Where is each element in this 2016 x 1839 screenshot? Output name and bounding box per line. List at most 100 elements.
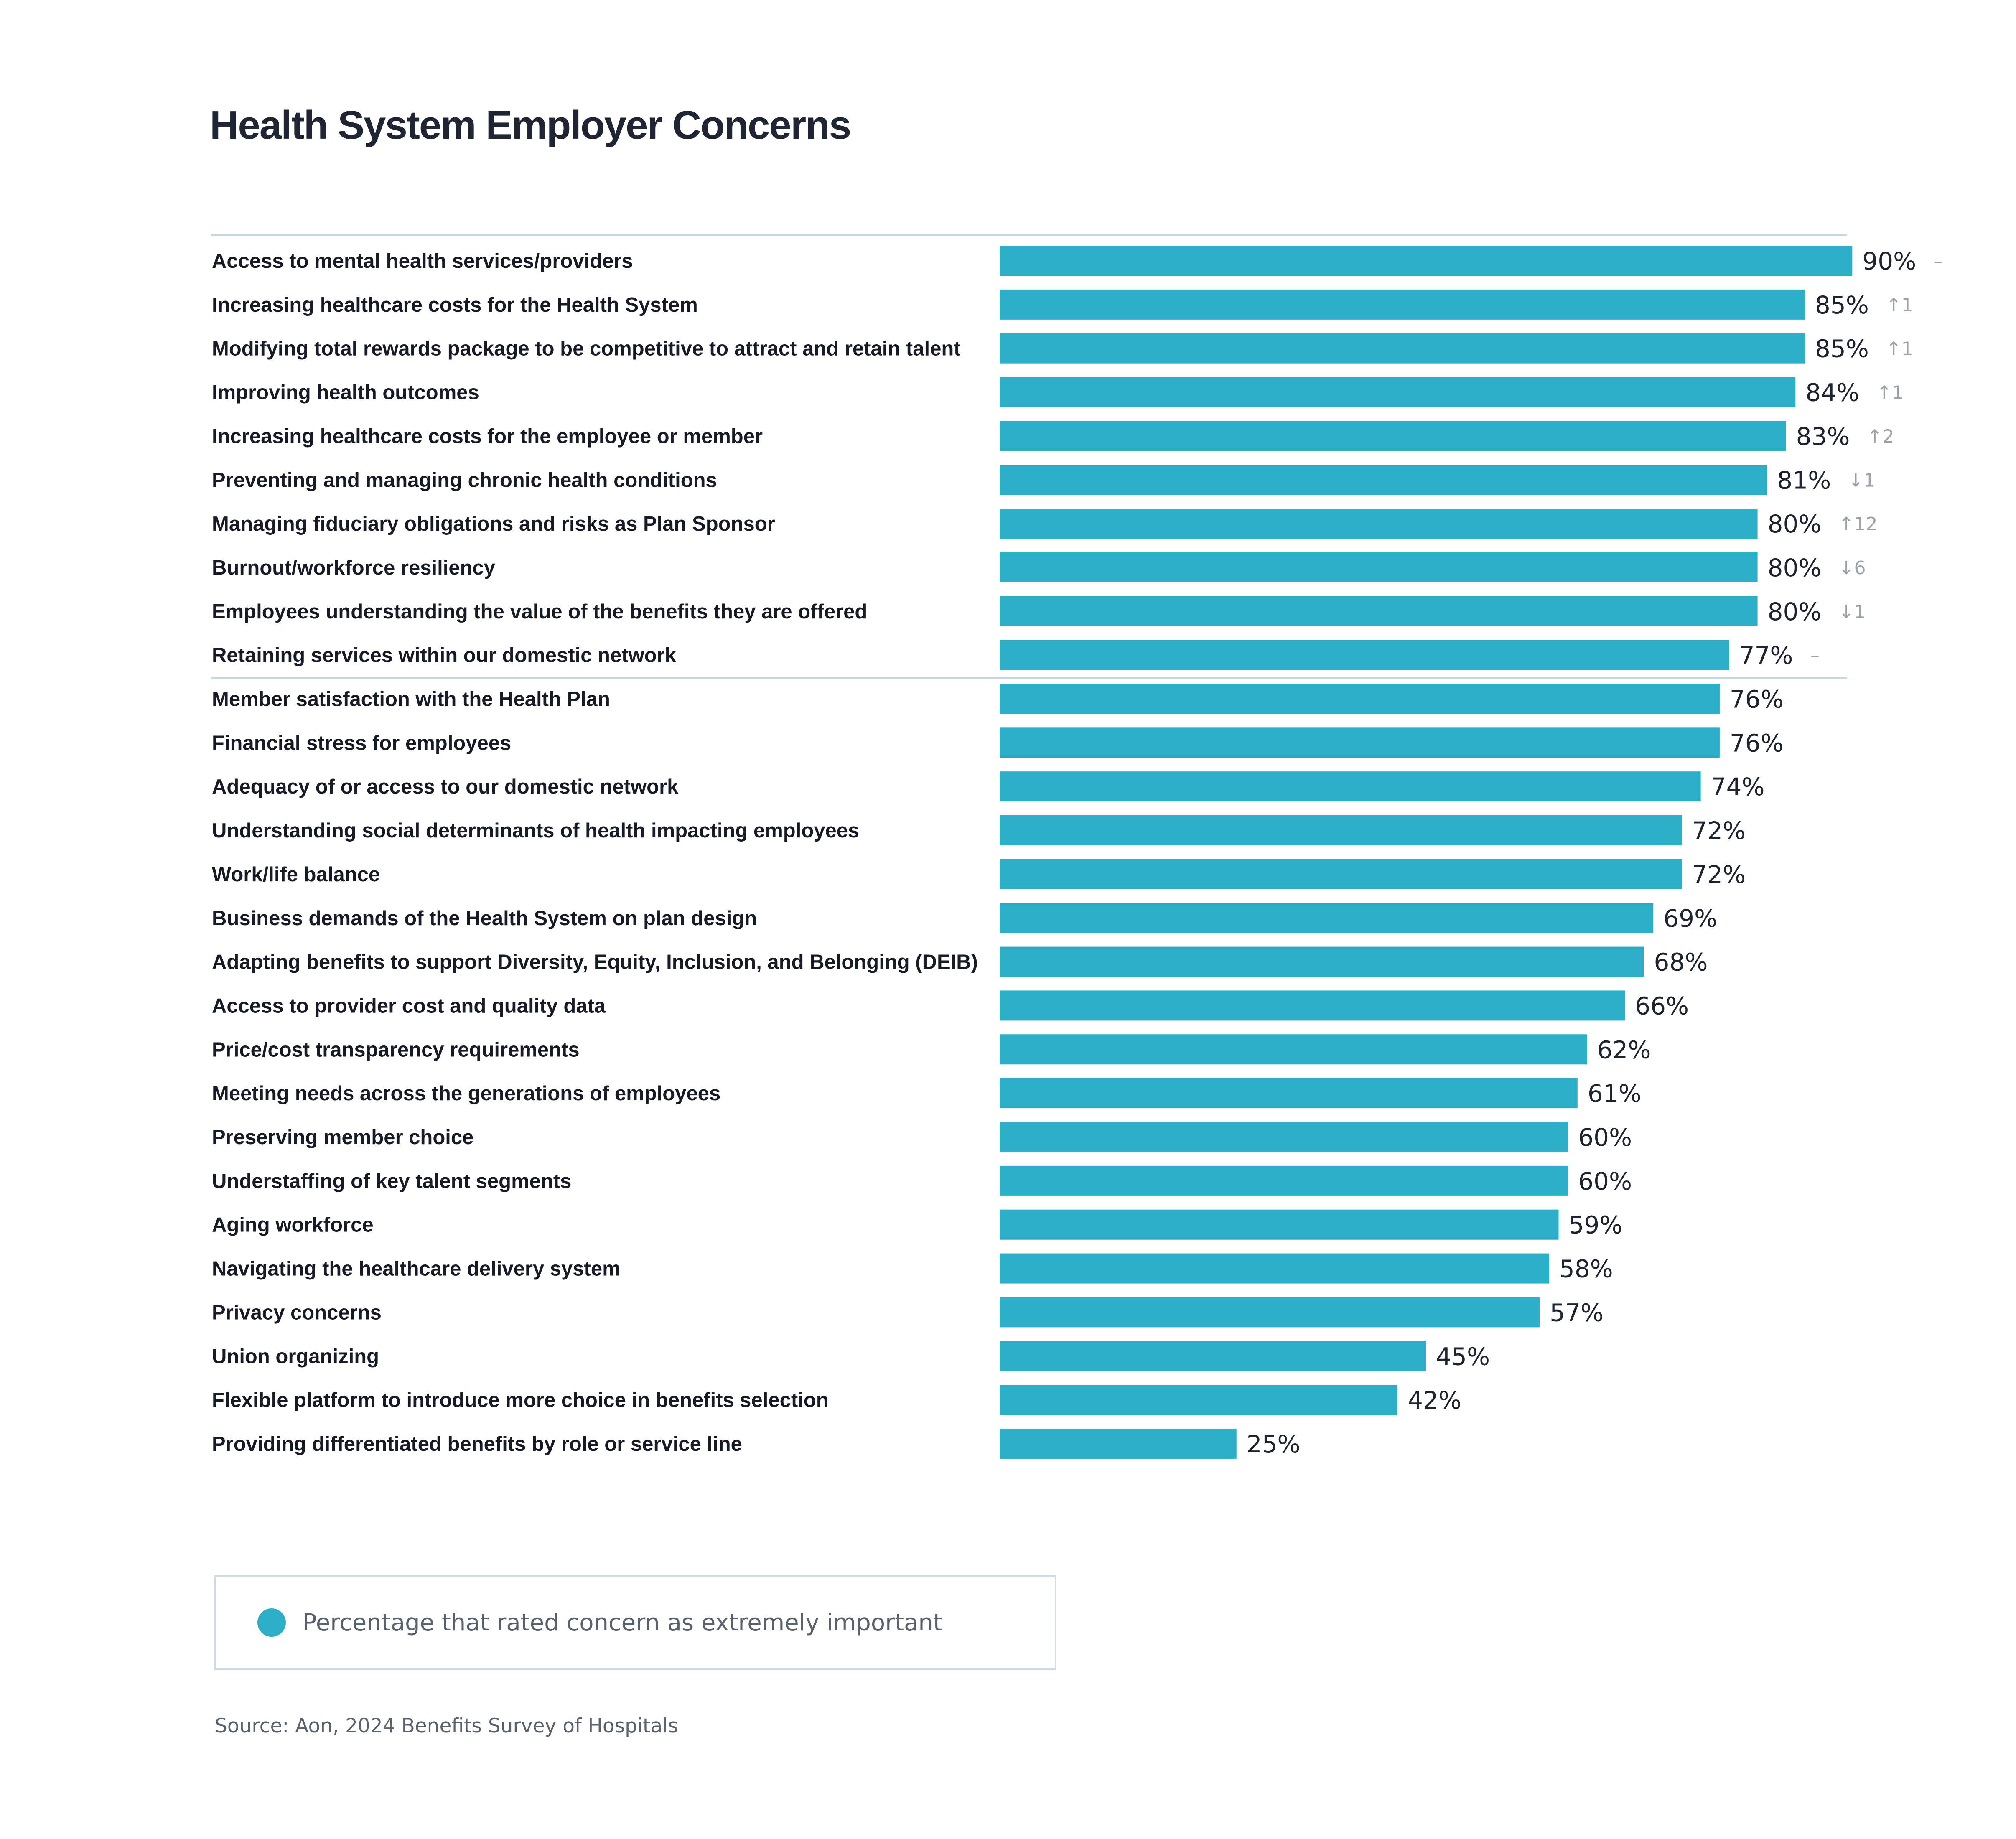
category-label: Navigating the healthcare delivery syste… xyxy=(212,1258,621,1280)
legend-swatch xyxy=(257,1608,286,1637)
value-label: 85% xyxy=(1815,291,1869,319)
category-label: Union organizing xyxy=(212,1345,379,1368)
category-label: Business demands of the Health System on… xyxy=(212,907,757,930)
bar xyxy=(1000,684,1720,714)
value-label: 77% xyxy=(1739,641,1793,670)
category-label: Flexible platform to introduce more choi… xyxy=(212,1389,829,1412)
category-label: Privacy concerns xyxy=(212,1301,382,1324)
category-label: Increasing healthcare costs for the Heal… xyxy=(212,294,698,316)
value-label: 74% xyxy=(1711,773,1765,801)
category-label: Retaining services within our domestic n… xyxy=(212,644,677,667)
category-label: Employees understanding the value of the… xyxy=(212,600,867,623)
value-label: 25% xyxy=(1247,1430,1301,1458)
rank-change-label: ↑2 xyxy=(1867,426,1894,447)
value-label: 85% xyxy=(1815,335,1869,363)
bar xyxy=(1000,771,1701,802)
value-label: 58% xyxy=(1559,1255,1613,1283)
bar xyxy=(1000,552,1758,582)
rank-change-label: ↑1 xyxy=(1876,382,1904,404)
bar xyxy=(1000,1078,1578,1109)
bar xyxy=(1000,421,1786,451)
bar xyxy=(1000,859,1682,889)
value-label: 45% xyxy=(1436,1342,1490,1371)
bar xyxy=(1000,1253,1549,1284)
bar xyxy=(1000,640,1729,670)
bar xyxy=(1000,465,1767,495)
value-label: 59% xyxy=(1569,1211,1623,1239)
rank-change-label: ↑1 xyxy=(1886,295,1913,316)
bar xyxy=(1000,1385,1398,1415)
category-label: Access to provider cost and quality data xyxy=(212,995,606,1017)
rank-change-label: ↓6 xyxy=(1839,557,1866,579)
bar xyxy=(1000,1341,1426,1371)
value-label: 69% xyxy=(1663,904,1717,933)
bar xyxy=(1000,377,1796,407)
category-label: Understanding social determinants of hea… xyxy=(212,819,859,842)
bar xyxy=(1000,946,1644,977)
category-label: Managing fiduciary obligations and risks… xyxy=(212,513,775,535)
bar xyxy=(1000,990,1625,1021)
chart-rows: Access to mental health services/provide… xyxy=(212,246,1942,1459)
category-label: Increasing healthcare costs for the empl… xyxy=(212,425,763,448)
category-label: Adequacy of or access to our domestic ne… xyxy=(212,776,679,798)
rank-change-label: ↓1 xyxy=(1848,470,1875,491)
bar xyxy=(1000,289,1805,320)
category-label: Work/life balance xyxy=(212,863,380,886)
value-label: 80% xyxy=(1768,598,1822,626)
bar xyxy=(1000,727,1720,758)
category-label: Modifying total rewards package to be co… xyxy=(212,338,961,360)
value-label: 60% xyxy=(1578,1123,1632,1152)
category-label: Preserving member choice xyxy=(212,1126,473,1149)
legend-label: Percentage that rated concern as extreme… xyxy=(303,1609,942,1636)
category-label: Meeting needs across the generations of … xyxy=(212,1082,720,1105)
value-label: 68% xyxy=(1654,948,1708,977)
value-label: 61% xyxy=(1588,1079,1642,1108)
rank-change-label: – xyxy=(1810,645,1820,666)
value-label: 76% xyxy=(1730,729,1784,757)
category-label: Preventing and managing chronic health c… xyxy=(212,469,717,491)
bar xyxy=(1000,509,1758,539)
bar xyxy=(1000,1209,1559,1240)
category-label: Financial stress for employees xyxy=(212,732,511,754)
value-label: 42% xyxy=(1408,1386,1461,1414)
bar xyxy=(1000,1297,1540,1328)
value-label: 62% xyxy=(1597,1035,1651,1064)
category-label: Adapting benefits to support Diversity, … xyxy=(212,951,978,974)
bar xyxy=(1000,596,1758,626)
rank-change-label: ↓1 xyxy=(1839,601,1866,623)
category-label: Member satisfaction with the Health Plan xyxy=(212,688,610,711)
value-label: 84% xyxy=(1805,379,1859,407)
category-label: Improving health outcomes xyxy=(212,382,479,404)
value-label: 72% xyxy=(1692,816,1746,845)
bar xyxy=(1000,246,1853,276)
rank-change-label: ↑1 xyxy=(1886,338,1913,360)
rank-change-label: – xyxy=(1933,251,1942,272)
rank-change-label: ↑12 xyxy=(1839,514,1878,535)
bar xyxy=(1000,815,1682,846)
value-label: 81% xyxy=(1777,466,1831,494)
value-label: 83% xyxy=(1796,422,1850,450)
bar xyxy=(1000,903,1654,933)
bar xyxy=(1000,1034,1587,1065)
bar xyxy=(1000,333,1805,364)
bar xyxy=(1000,1428,1237,1459)
value-label: 80% xyxy=(1768,510,1822,538)
chart-title: Health System Employer Concerns xyxy=(210,103,850,148)
legend: Percentage that rated concern as extreme… xyxy=(214,1575,1056,1670)
value-label: 80% xyxy=(1768,554,1822,582)
legend-box xyxy=(214,1575,1056,1670)
value-label: 57% xyxy=(1550,1298,1604,1327)
category-label: Access to mental health services/provide… xyxy=(212,250,633,272)
value-label: 72% xyxy=(1692,860,1746,889)
value-label: 76% xyxy=(1730,685,1784,714)
category-label: Providing differentiated benefits by rol… xyxy=(212,1433,742,1455)
value-label: 66% xyxy=(1635,992,1689,1020)
value-label: 90% xyxy=(1862,247,1916,275)
source-note: Source: Aon, 2024 Benefits Survey of Hos… xyxy=(215,1714,678,1737)
category-label: Price/cost transparency requirements xyxy=(212,1038,580,1061)
bar xyxy=(1000,1122,1568,1152)
value-label: 60% xyxy=(1578,1167,1632,1195)
category-label: Aging workforce xyxy=(212,1214,374,1236)
